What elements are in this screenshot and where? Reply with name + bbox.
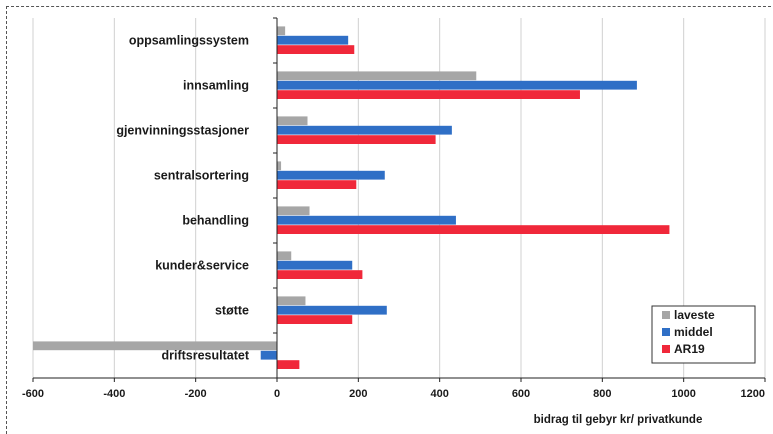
category-label: sentralsortering: [154, 169, 249, 183]
category-label: innsamling: [183, 79, 249, 93]
x-tick-label: 800: [593, 388, 611, 400]
chart-frame: [6, 6, 773, 434]
bar-laveste-3: [277, 161, 282, 171]
bar-laveste-7: [33, 341, 277, 351]
bar-middel-0: [277, 35, 349, 45]
x-tick-label: -400: [103, 388, 125, 400]
bar-middel-7: [260, 350, 277, 360]
bar-middel-5: [277, 260, 353, 270]
x-axis-title: bidrag til gebyr kr/ privatkunde: [534, 414, 703, 426]
bar-ar19-1: [277, 90, 580, 99]
category-labels: oppsamlingssystem innsamling gjenvinningss…: [116, 34, 249, 363]
category-label: gjenvinningsstasjoner: [116, 124, 249, 138]
bars: [33, 26, 670, 369]
x-tick-label: -200: [185, 388, 207, 400]
legend-swatch-ar19: [662, 345, 670, 353]
category-label: støtte: [215, 304, 249, 318]
bar-middel-6: [277, 305, 387, 315]
bar-middel-2: [277, 125, 452, 135]
bar-laveste-4: [277, 206, 310, 216]
bar-ar19-5: [277, 270, 363, 279]
x-tick-label: 0: [274, 388, 280, 400]
x-tick-label: 1000: [671, 388, 695, 400]
category-label: driftsresultatet: [161, 349, 249, 363]
bar-ar19-3: [277, 180, 357, 189]
bar-laveste-2: [277, 116, 308, 126]
bar-ar19-0: [277, 45, 355, 54]
category-label: kunder&service: [155, 259, 249, 273]
legend-swatch-middel: [662, 328, 670, 336]
category-label: oppsamlingssystem: [129, 34, 249, 48]
x-tick-label: 1200: [741, 388, 765, 400]
bar-laveste-5: [277, 251, 292, 261]
legend: laveste middel AR19: [651, 305, 756, 364]
x-tick-label: 600: [512, 388, 530, 400]
bar-laveste-0: [277, 26, 286, 36]
bar-laveste-1: [277, 71, 477, 81]
bar-ar19-6: [277, 315, 353, 324]
bar-ar19-7: [277, 360, 300, 369]
x-tick-label: 200: [349, 388, 367, 400]
x-tick-label: -600: [22, 388, 44, 400]
category-label: behandling: [182, 214, 249, 228]
bar-middel-3: [277, 170, 385, 180]
bar-ar19-2: [277, 135, 436, 144]
legend-swatch-laveste: [662, 311, 670, 319]
x-tick-label: 400: [430, 388, 448, 400]
bar-middel-1: [277, 80, 637, 90]
legend-label-ar19: AR19: [674, 342, 705, 356]
tick-labels: -600 -400 -200 0 200 400 600 800 1000 1200: [22, 388, 765, 400]
legend-label-middel: middel: [674, 325, 713, 339]
bar-middel-4: [277, 215, 456, 225]
legend-label-laveste: laveste: [674, 308, 715, 322]
bar-ar19-4: [277, 225, 670, 234]
axes: [32, 17, 766, 382]
bar-laveste-6: [277, 296, 306, 306]
